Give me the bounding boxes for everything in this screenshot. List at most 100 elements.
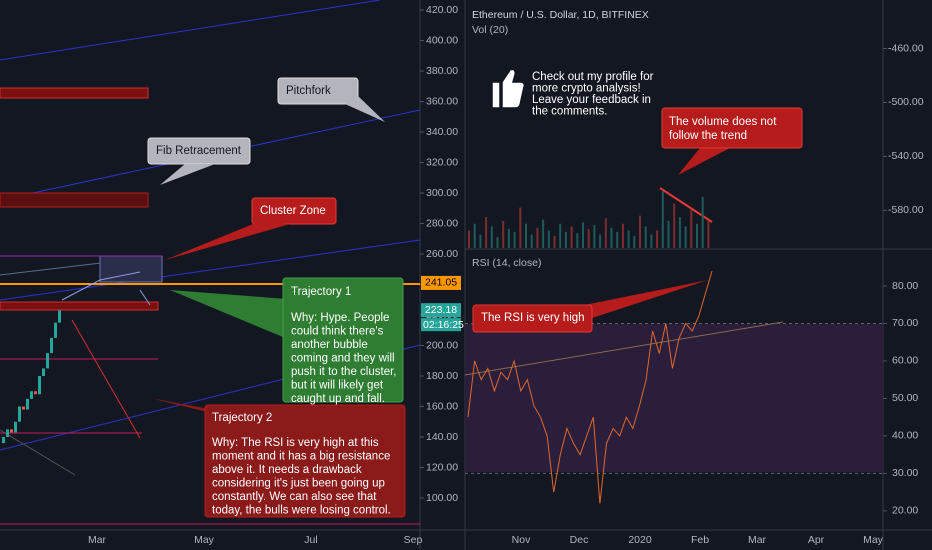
- y-tick-label: 160.00: [426, 400, 458, 412]
- annotation: push it to the cluster,: [291, 366, 396, 378]
- volume-bar: [496, 237, 499, 248]
- countdown-bg: [421, 318, 461, 332]
- annotation: Leave your feedback in: [532, 94, 651, 106]
- volume-bar: [656, 230, 659, 248]
- x-tick-label: Feb: [691, 534, 709, 546]
- volume-bar: [684, 226, 687, 248]
- volume-bar: [650, 234, 653, 248]
- volume-bar: [593, 225, 596, 248]
- indicator-label: Vol (20): [472, 24, 508, 36]
- volume-bar: [553, 235, 556, 248]
- volume-bar: [525, 223, 527, 248]
- volume-bar: [599, 234, 602, 248]
- annotation: The volume does not: [669, 116, 777, 128]
- annotation: could think there's: [291, 326, 384, 338]
- callout: [678, 148, 730, 175]
- y-tick-label: 300.00: [426, 187, 458, 199]
- volume-bar: [690, 210, 693, 248]
- volume-bar: [530, 234, 533, 248]
- y-tick-label: 140.00: [426, 431, 458, 443]
- volume-bar: [582, 222, 584, 248]
- volume-bar: [485, 217, 488, 248]
- volume-bar: [696, 223, 698, 248]
- volume-bar: [604, 218, 607, 248]
- volume-bar: [707, 221, 710, 248]
- price-tag: [421, 275, 461, 290]
- annotation: Pitchfork: [286, 85, 331, 97]
- volume-bar: [587, 229, 590, 248]
- y-tick-label: 280.00: [426, 217, 458, 229]
- volume-bar: [627, 230, 630, 248]
- trajectory1-box: [282, 277, 404, 403]
- volume-bar: [667, 221, 670, 248]
- x-tick-label: Sep: [404, 534, 423, 546]
- volume-bar: [547, 230, 550, 248]
- y-tick-label: 60.00: [892, 355, 918, 367]
- zones: [0, 87, 420, 525]
- volume-bar: [507, 229, 510, 248]
- candle: [54, 322, 57, 338]
- y-tick-label: 30.00: [892, 467, 918, 479]
- volume-bar: [490, 226, 493, 248]
- annotation: follow the trend: [669, 130, 747, 142]
- candle: [46, 353, 49, 369]
- annotation: Why: The RSI is very high at this: [212, 437, 379, 449]
- thumbs-icon: [491, 68, 526, 109]
- x-tick-label: Apr: [808, 534, 825, 546]
- volume-bar: [570, 226, 573, 248]
- volume-bar: [661, 191, 664, 248]
- y-tick-label: 320.00: [426, 156, 458, 168]
- annotation: the comments.: [532, 106, 607, 118]
- volume-bar: [502, 221, 505, 248]
- candle: [42, 368, 45, 377]
- pitchfork-box: [277, 77, 359, 105]
- price-tag-label: 241.05: [425, 277, 457, 289]
- y-tick-label: -540.00: [888, 150, 924, 162]
- callout: [580, 280, 708, 318]
- candle: [34, 391, 37, 395]
- y-tick-label: 20.00: [892, 505, 918, 517]
- annotation: Trajectory 1: [291, 286, 351, 298]
- y-tick-label: 70.00: [892, 317, 918, 329]
- volume-bar: [513, 231, 516, 248]
- y-tick-label: 380.00: [426, 65, 458, 77]
- y-tick-label: 420.00: [426, 4, 458, 16]
- candle: [58, 310, 61, 323]
- candle: [14, 421, 17, 433]
- volume-bar: [576, 233, 579, 248]
- annotation: coming and they will: [291, 353, 395, 365]
- y-tick-label: 120.00: [426, 461, 458, 473]
- volume-bar: [633, 235, 636, 248]
- volume-bar: [536, 227, 539, 248]
- volume-bar: [542, 219, 545, 248]
- annotation: but it will likely get: [291, 380, 384, 392]
- rsi-line: [467, 270, 713, 504]
- y-tick-label: 360.00: [426, 95, 458, 107]
- callout: [345, 96, 385, 122]
- annotation: more crypto analysis!: [532, 83, 641, 95]
- trend-line: [464, 321, 784, 376]
- volume-note-box: [661, 107, 803, 149]
- y-tick-label: -460.00: [888, 42, 924, 54]
- y-tick-label: -500.00: [888, 96, 924, 108]
- annotation: Why: Hype. People: [291, 312, 389, 324]
- candle: [18, 406, 21, 422]
- annotation: another bubble: [291, 339, 368, 351]
- candle: [38, 376, 41, 395]
- countdown: 02:16:25: [423, 319, 464, 331]
- y-tick-label: 50.00: [892, 392, 918, 404]
- y-tick-label: -580.00: [888, 204, 924, 216]
- annotation: Trajectory 2: [212, 412, 272, 424]
- annotation: Cluster Zone: [260, 205, 326, 217]
- volume-bar: [701, 196, 704, 248]
- volume-bar: [559, 223, 562, 248]
- annotation: today, the bulls were losing control.: [212, 505, 391, 517]
- x-tick-label: Mar: [88, 534, 107, 546]
- candle: [22, 406, 25, 410]
- trajectory2-box: [204, 404, 406, 518]
- annotation: considering it's just been going up: [212, 478, 385, 490]
- rsi-note-box: [472, 304, 593, 333]
- y-tick-label: 340.00: [426, 126, 458, 138]
- panel-title: RSI (14, close): [472, 257, 541, 269]
- y-tick-label: 400.00: [426, 34, 458, 46]
